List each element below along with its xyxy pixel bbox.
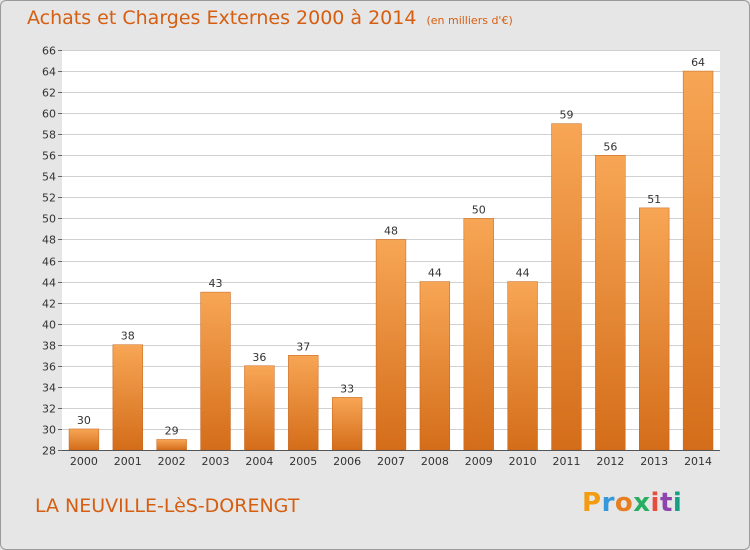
y-tick-label: 42 bbox=[42, 298, 56, 311]
chart-title: Achats et Charges Externes 2000 à 2014 (e… bbox=[27, 7, 513, 29]
x-tick-label: 2000 bbox=[70, 455, 98, 468]
bar bbox=[551, 123, 582, 451]
y-tick-label: 58 bbox=[42, 129, 56, 142]
x-tick-label: 2011 bbox=[552, 455, 580, 468]
bar bbox=[200, 291, 231, 451]
y-axis-ticks: 28 30 32 34 36 38 40 42 44 46 48 50 52 54 56 58 60 62 64 66 bbox=[42, 45, 62, 458]
y-tick-label: 44 bbox=[42, 277, 56, 290]
bar bbox=[156, 439, 187, 451]
bar-value-label: 44 bbox=[428, 267, 442, 280]
bar-value-label: 43 bbox=[209, 277, 223, 290]
y-tick-label: 54 bbox=[42, 171, 56, 184]
logo-letter: i bbox=[650, 488, 660, 518]
bar-value-label: 36 bbox=[252, 351, 266, 364]
x-tick-label: 2001 bbox=[114, 455, 142, 468]
chart-title-text: Achats et Charges Externes 2000 à 2014 bbox=[27, 7, 417, 29]
bar-value-label: 48 bbox=[384, 224, 398, 237]
bar bbox=[375, 239, 407, 451]
logo-letter: i bbox=[672, 488, 683, 518]
y-tick-label: 60 bbox=[42, 108, 56, 121]
y-tick-label: 66 bbox=[42, 45, 56, 58]
bar-value-label: 50 bbox=[472, 203, 486, 216]
bar-value-label: 51 bbox=[647, 193, 661, 206]
unit-label: (en milliers d'€) bbox=[426, 14, 513, 27]
x-axis-ticks: 2000 2001 2002 2003 2004 2005 2006 2007 2008 2009… bbox=[70, 455, 712, 468]
y-tick-label: 50 bbox=[42, 213, 56, 226]
bar bbox=[331, 397, 363, 451]
bar-value-label: 64 bbox=[691, 56, 705, 69]
bars: 30 38 29 43 36 37 33 48 44 50 44 59 56 51 64 bbox=[68, 56, 714, 451]
bar bbox=[682, 70, 714, 451]
x-tick-label: 2013 bbox=[640, 455, 668, 468]
y-tick-label: 28 bbox=[42, 445, 56, 458]
commune-name: LA NEUVILLE-LèS-DORENGT bbox=[35, 495, 300, 517]
bar bbox=[244, 365, 275, 451]
logo-letter: o bbox=[614, 488, 634, 518]
logo-letter: t bbox=[659, 488, 673, 518]
y-tick-label: 32 bbox=[42, 403, 56, 416]
x-tick-label: 2005 bbox=[289, 455, 317, 468]
y-tick-label: 40 bbox=[42, 319, 56, 332]
y-tick-label: 48 bbox=[42, 234, 56, 247]
y-tick-label: 30 bbox=[42, 424, 56, 437]
x-tick-label: 2004 bbox=[245, 455, 273, 468]
bar-value-label: 56 bbox=[603, 140, 617, 153]
bar-value-label: 33 bbox=[340, 382, 354, 395]
bar-value-label: 30 bbox=[77, 414, 91, 427]
x-tick-label: 2007 bbox=[377, 455, 405, 468]
logo-letter: r bbox=[601, 488, 615, 518]
proxiti-logo: Proxiti bbox=[582, 488, 682, 518]
logo-letter: x bbox=[633, 488, 651, 518]
y-tick-label: 62 bbox=[42, 87, 56, 100]
x-tick-label: 2008 bbox=[421, 455, 449, 468]
y-tick-label: 64 bbox=[42, 66, 56, 79]
y-tick-label: 46 bbox=[42, 256, 56, 269]
bar bbox=[595, 155, 626, 451]
y-tick-label: 56 bbox=[42, 150, 56, 163]
bar-value-label: 59 bbox=[559, 109, 573, 122]
bar bbox=[68, 428, 100, 451]
x-tick-label: 2014 bbox=[684, 455, 712, 468]
x-tick-label: 2003 bbox=[202, 455, 230, 468]
bar-value-label: 37 bbox=[296, 340, 310, 353]
bar bbox=[112, 344, 143, 451]
x-tick-label: 2012 bbox=[596, 455, 624, 468]
bar bbox=[507, 281, 538, 451]
bar bbox=[419, 281, 451, 451]
bar-value-label: 38 bbox=[121, 330, 135, 343]
y-tick-label: 34 bbox=[42, 382, 56, 395]
bar bbox=[639, 207, 670, 451]
x-tick-label: 2009 bbox=[465, 455, 493, 468]
bar bbox=[288, 355, 319, 451]
x-tick-label: 2010 bbox=[509, 455, 537, 468]
y-tick-label: 36 bbox=[42, 361, 56, 374]
bar-value-label: 29 bbox=[165, 424, 179, 437]
x-tick-label: 2002 bbox=[158, 455, 186, 468]
x-tick-label: 2006 bbox=[333, 455, 361, 468]
y-tick-label: 38 bbox=[42, 340, 56, 353]
bar-value-label: 44 bbox=[516, 267, 530, 280]
y-tick-label: 52 bbox=[42, 192, 56, 205]
bar bbox=[463, 218, 494, 451]
logo-letter: P bbox=[582, 488, 602, 518]
